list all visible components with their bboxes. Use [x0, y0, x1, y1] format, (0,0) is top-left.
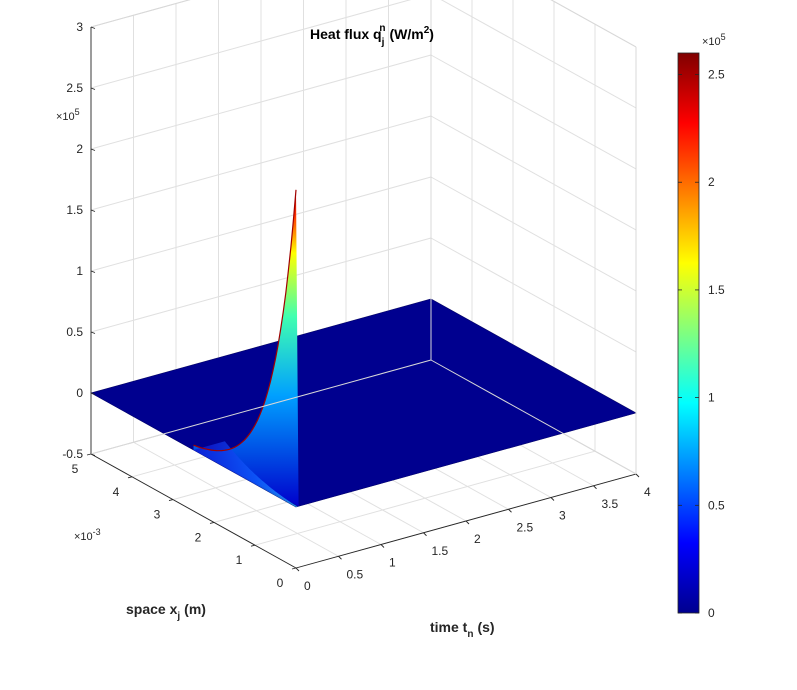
x-tick-mark	[250, 544, 256, 547]
wall-gridline-z2	[430, 176, 637, 292]
box-edge	[430, 359, 637, 475]
t-tick-label: 0.5	[347, 567, 364, 581]
x-tick-label: 5	[72, 462, 79, 476]
t-tick-mark	[423, 532, 427, 537]
t-tick-label: 2.5	[517, 520, 534, 534]
z-tick-label: 2.5	[66, 81, 83, 95]
colorbar-tick-label: 2	[708, 175, 715, 189]
t-tick-label: 4	[644, 485, 651, 499]
heat-flux-wake	[193, 441, 298, 507]
heat-flux-peak	[193, 189, 299, 507]
colorbar-tick-label: 1	[708, 391, 715, 405]
t-tick-mark	[550, 497, 555, 501]
box-edge	[550, 0, 637, 48]
box-edge	[90, 0, 191, 28]
t-tick-mark	[338, 555, 342, 560]
heat-flux-surface	[90, 189, 637, 508]
x-tick-label: 3	[154, 508, 161, 522]
wall-gridline-z	[90, 176, 432, 272]
t-tick-label: 3	[559, 509, 566, 523]
t-tick-label: 1	[389, 556, 396, 570]
colorbar-tick-label: 0	[708, 606, 715, 620]
wall-gridline-z2	[430, 54, 637, 170]
t-tick-mark	[465, 520, 470, 525]
colorbar: 0 0.5 1 1.5 2 2.5 ×105	[677, 32, 726, 620]
x-tick-label: 2	[195, 530, 202, 544]
colorbar-multiplier: ×105	[702, 32, 726, 48]
colorbar-ticks: 0 0.5 1 1.5 2 2.5	[678, 68, 725, 620]
z-tick-label: 1	[76, 264, 83, 278]
wall-gridline-z	[90, 0, 412, 89]
t-tick-mark	[380, 544, 385, 548]
z-axis-multiplier: ×105	[56, 107, 80, 123]
x-tick-mark	[291, 567, 297, 570]
z-tick-mark	[90, 453, 96, 456]
x-tick-label: 1	[236, 553, 243, 567]
z-tick-mark	[90, 270, 96, 273]
t-tick-label: 2	[474, 532, 481, 546]
t-tick-mark	[508, 508, 512, 513]
y-axis-multiplier: ×10-3	[74, 527, 101, 543]
z-tick-label: -0.5	[62, 447, 83, 461]
t-tick-mark	[295, 567, 300, 572]
wall-gridline-z2	[550, 0, 637, 48]
z-tick-mark	[90, 87, 96, 90]
x-axis-label: time tn (s)	[430, 619, 495, 640]
wall-gridline-z2	[430, 237, 637, 353]
x-axis-line	[90, 453, 297, 569]
box-edge	[90, 359, 432, 455]
wall-gridline-z2	[440, 0, 637, 109]
floor-gridline-t	[133, 441, 339, 557]
t-tick-mark	[635, 473, 640, 478]
x-tick-mark	[127, 476, 133, 479]
colorbar-tick-label: 0.5	[708, 498, 725, 512]
x-tick-mark	[209, 521, 215, 524]
t-tick-label: 1.5	[432, 544, 449, 558]
z-tick-mark	[90, 392, 96, 395]
heat-flux-peak-edge	[193, 189, 297, 452]
z-tick-label: 2	[76, 142, 83, 156]
y-axis-label: space xj (m)	[126, 601, 206, 622]
colorbar-gradient	[677, 52, 700, 614]
floor-gridline-x	[254, 450, 596, 546]
z-tick-label: 0	[76, 386, 83, 400]
x-tick-mark	[86, 453, 92, 456]
wall-gridline-z	[90, 115, 432, 211]
tick-labels: 0 0.5 1 1.5 2 2.5 3 3.5 4 0 1 2 3 4 5-0.5 0 0.5 1 1.5 2 2.5 3	[62, 20, 651, 593]
t-tick-mark	[593, 485, 597, 490]
z-tick-mark	[90, 209, 96, 212]
t-tick-label: 3.5	[602, 497, 619, 511]
wall-gridline-z	[90, 54, 432, 150]
wall-gridline-z	[90, 237, 432, 333]
z-tick-label: 3	[76, 20, 83, 34]
z-tick-label: 1.5	[66, 203, 83, 217]
x-tick-mark	[168, 499, 174, 502]
x-tick-label: 4	[113, 485, 120, 499]
colorbar-tick-label: 2.5	[708, 68, 725, 82]
t-tick-label: 0	[304, 579, 311, 593]
z-tick-mark	[90, 148, 96, 151]
z-tick-label: 0.5	[66, 325, 83, 339]
z-tick-mark	[90, 26, 96, 29]
wall-gridline-z2	[430, 115, 637, 231]
z-tick-mark	[90, 331, 96, 334]
chart-title: Heat flux qjn (W/m2)	[310, 23, 434, 48]
x-tick-label: 0	[277, 576, 284, 590]
colorbar-tick-label: 1.5	[708, 283, 725, 297]
